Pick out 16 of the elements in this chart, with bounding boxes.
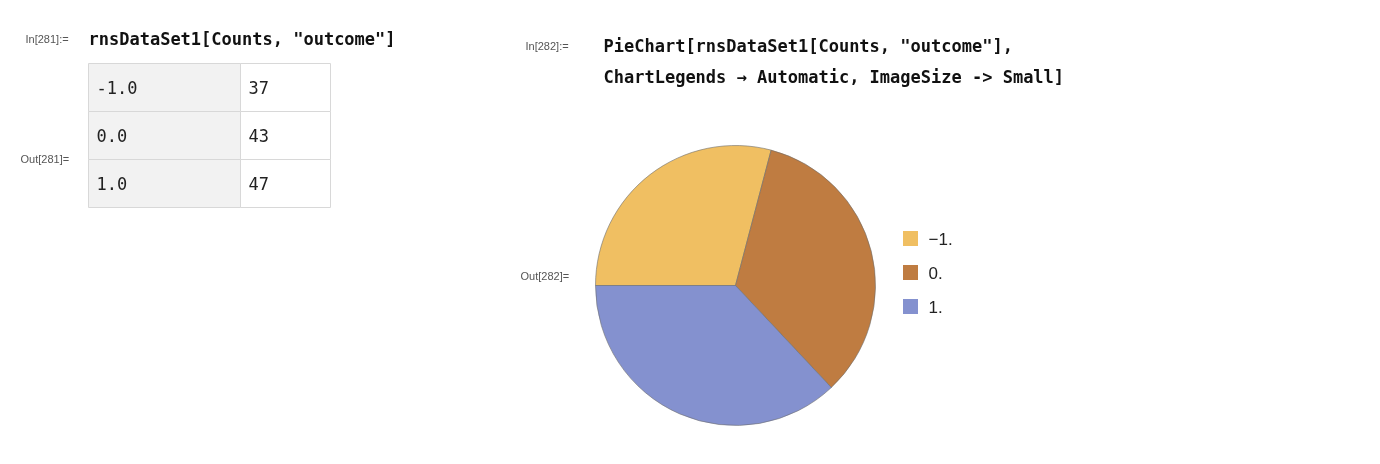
text: In[282]:= — [525, 39, 569, 52]
category-label: 0.0 — [96, 126, 128, 146]
legend-label: 1. — [928, 297, 943, 317]
text: Out[282]= — [520, 269, 570, 282]
data-label: 47 — [248, 174, 269, 194]
legend-label: −1. — [928, 229, 953, 249]
text: In[281]:= — [25, 32, 69, 45]
category-label: -1.0 — [96, 78, 138, 98]
legend-label: 0. — [928, 263, 943, 283]
text: ChartLegends → Automatic, ImageSize -> Small] — [603, 66, 1065, 87]
category-label: 1.0 — [96, 174, 128, 194]
text: rnsDataSet1[Counts, "outcome"] — [88, 28, 396, 49]
data-label: 37 — [248, 78, 269, 98]
text: PieChart[rnsDataSet1[Counts, "outcome"], — [603, 35, 1013, 56]
data-label: 43 — [248, 126, 269, 146]
text: Out[281]= — [20, 152, 70, 165]
